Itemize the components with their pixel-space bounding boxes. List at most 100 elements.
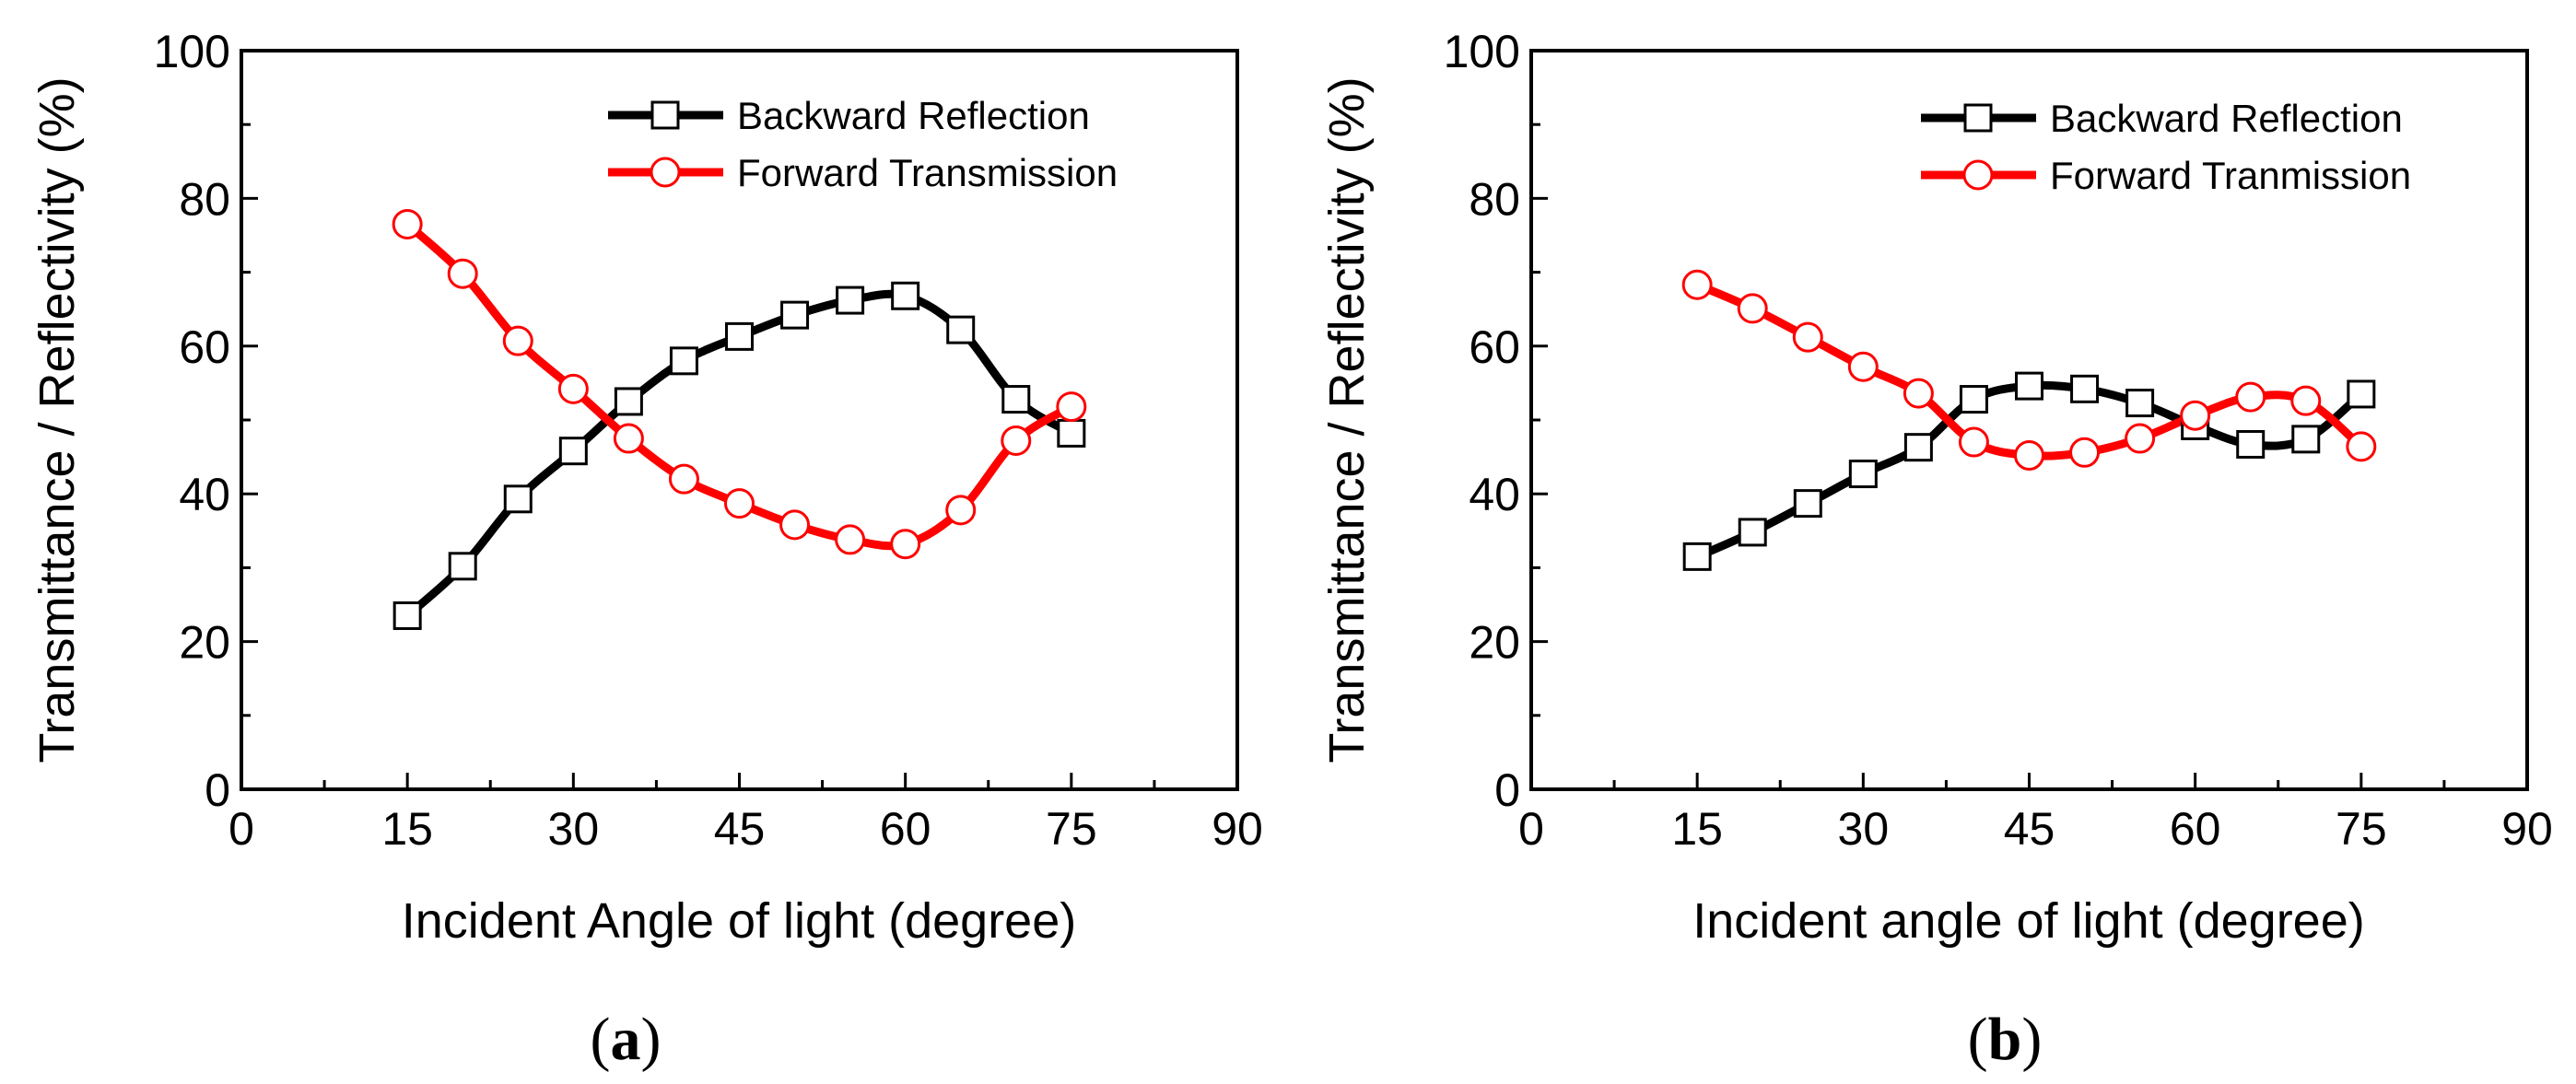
panel-a-ticks: 0 15 30 45 60 75 90 0 20 40 60 80 100 (154, 26, 1263, 855)
panel-a-series-1-point (503, 484, 533, 514)
panel-b-y-tick-label: 20 (1469, 617, 1520, 669)
panel-b-series-1-point (2070, 374, 2100, 403)
panel-a-series-1-point (946, 315, 976, 344)
panel-a-x-axis-label: Incident Angle of light (degree) (402, 893, 1076, 949)
panel-b-y-axis-label: Transmittance / Reflectivity (%) (1319, 76, 1375, 763)
panel-b-series-1-point (1793, 489, 1822, 519)
panel-a-series-2-point (447, 258, 478, 289)
panel-b-series-1-point (2125, 389, 2155, 418)
panel-a-x-tick-label: 60 (880, 803, 931, 855)
panel-b-y-tick-label: 60 (1469, 321, 1520, 373)
panel-b-y-tick-label: 80 (1469, 173, 1520, 225)
panel-b-x-tick-label: 30 (1838, 803, 1890, 855)
panel-a-label: (a) (591, 1006, 662, 1073)
panel-b: 0 15 30 45 60 75 90 0 20 40 60 80 100 Backward Refle… (1319, 26, 2553, 1073)
panel-b-y-tick-label: 40 (1469, 469, 1520, 520)
panel-b-series-1-point (1738, 518, 1767, 547)
panel-a-series-2-point (1001, 425, 1032, 456)
panel-b-series-1-point (1903, 433, 1933, 462)
panel-a: 0 15 30 45 60 75 90 0 20 40 60 80 100 Backward Refle… (29, 26, 1263, 1073)
panel-b-series-1-point (2236, 429, 2266, 459)
panel-a-x-tick-label: 90 (1212, 803, 1263, 855)
panel-a-x-tick-label: 0 (228, 803, 254, 855)
panel-b-series-2-point (1681, 269, 1713, 300)
panel-a-y-tick-label: 80 (179, 173, 230, 225)
panel-b-legend: Backward Reflection Forward Tranmission (1921, 97, 2411, 197)
panel-a-series-1-point (558, 437, 588, 466)
panel-a-y-axis-label: Transmittance / Reflectivity (%) (29, 76, 85, 763)
panel-a-series-1-point (614, 387, 643, 416)
panel-b-label: (b) (1968, 1006, 2043, 1073)
panel-b-series-1-point (1848, 460, 1878, 489)
panel-b-legend-marker-1 (1963, 103, 1993, 133)
panel-b-ticks: 0 15 30 45 60 75 90 0 20 40 60 80 100 (1444, 26, 2553, 855)
panel-b-series-1-point (2347, 379, 2376, 409)
panel-b-label-letter: b (1988, 1006, 2022, 1073)
panel-a-y-tick-label: 60 (179, 321, 230, 373)
panel-a-x-tick-label: 30 (548, 803, 600, 855)
panel-b-series-1-point (1959, 385, 1988, 414)
panel-a-series-1-point (1057, 418, 1086, 448)
panel-b-legend-label-2: Forward Tranmission (2050, 154, 2411, 197)
panel-a-series-2-point (945, 495, 977, 526)
panel-a-series-1-point (725, 321, 754, 351)
panel-a-legend-marker-1 (650, 100, 680, 130)
panel-b-series-1-point (2291, 425, 2321, 454)
panel-a-y-tick-label: 100 (154, 26, 230, 77)
panel-b-legend-label-1: Backward Reflection (2050, 97, 2403, 140)
panel-b-series-2-point (2069, 437, 2101, 468)
panel-a-series-1-point (836, 286, 865, 315)
panel-b-y-tick-label: 100 (1444, 26, 1520, 77)
panel-a-series-2-point (502, 325, 533, 356)
panel-a-y-tick-label: 40 (179, 469, 230, 520)
panel-a-x-tick-label: 75 (1046, 803, 1097, 855)
panel-b-x-axis-label: Incident angle of light (degree) (1692, 893, 2364, 949)
panel-a-series (392, 208, 1087, 631)
panel-a-series-2-point (835, 524, 866, 555)
panel-a-legend-marker-2 (650, 157, 681, 188)
panel-b-x-tick-label: 60 (2170, 803, 2221, 855)
panel-b-series (1681, 269, 2377, 571)
panel-a-series-2-point (724, 488, 755, 519)
panel-b-series-1-line (1692, 380, 2366, 561)
panel-a-series-1-point (669, 346, 698, 376)
panel-a-series-2-point (1056, 391, 1087, 423)
panel-a-series-2-point (392, 208, 423, 239)
panel-b-series-1-point (2015, 371, 2043, 401)
panel-a-series-2-point (779, 509, 811, 541)
panel-a-series-2-point (668, 463, 699, 495)
panel-b-series-2-point (2125, 423, 2156, 454)
panel-b-y-tick-label: 0 (1494, 764, 1520, 816)
panel-b-series-2-point (2235, 381, 2266, 413)
panel-b-series-2-point (2014, 439, 2044, 471)
panel-a-y-tick-label: 0 (205, 764, 230, 816)
panel-a-x-tick-label: 15 (381, 803, 433, 855)
panel-a-series-2-point (557, 373, 589, 404)
panel-a-series-1-point (448, 552, 477, 581)
panel-b-series-2-point (1958, 426, 1989, 458)
panel-a-legend-label-1: Backward Reflection (737, 94, 1090, 137)
panel-b-series-1-point (1682, 542, 1712, 571)
panel-a-x-tick-label: 45 (714, 803, 766, 855)
panel-b-x-tick-label: 15 (1671, 803, 1723, 855)
panel-b-x-tick-label: 45 (2004, 803, 2055, 855)
panel-b-series-2-point (2180, 400, 2211, 431)
panel-b-series-2-point (1737, 293, 1768, 324)
panel-b-series-2-point (1847, 351, 1879, 382)
panel-a-legend-label-2: Forward Transmission (737, 151, 1118, 194)
panel-a-y-tick-label: 20 (179, 617, 230, 669)
panel-b-series-2-point (1903, 378, 1934, 409)
panel-a-series-1-point (780, 300, 810, 330)
panel-a-series-2-point (890, 529, 921, 560)
panel-a-label-letter: a (611, 1006, 641, 1073)
panel-a-series-2-point (613, 423, 644, 454)
panel-b-series-2-point (2290, 385, 2322, 416)
panel-b-x-tick-label: 0 (1518, 803, 1544, 855)
panel-a-legend: Backward Reflection Forward Transmission (608, 94, 1118, 194)
panel-b-x-tick-label: 75 (2336, 803, 2387, 855)
panel-b-series-2-point (1792, 321, 1823, 353)
panel-b-x-tick-label: 90 (2501, 803, 2553, 855)
panel-a-series-1-point (891, 281, 920, 310)
panel-b-series-2-point (2346, 431, 2377, 462)
